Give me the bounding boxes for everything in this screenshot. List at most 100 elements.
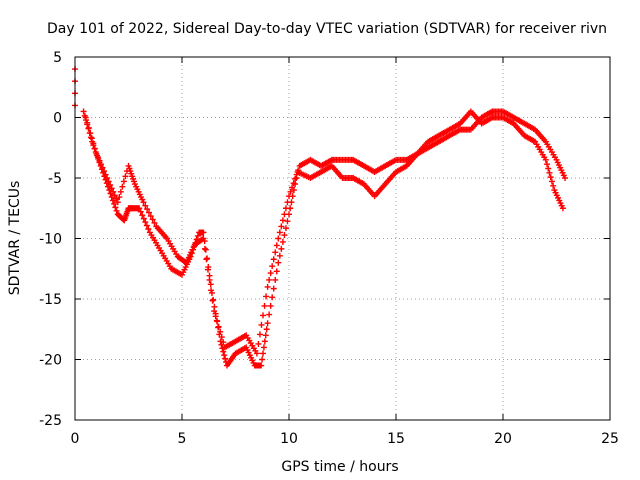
data-point [122,173,129,180]
data-point [107,181,114,188]
data-points [72,66,569,369]
data-point [137,208,144,215]
data-point [279,238,286,245]
data-point [140,199,147,206]
data-point [140,215,147,222]
grid-lines [75,57,610,420]
data-point [206,276,213,283]
axis-ticks: 0 5 10 15 20 25 -25 -20 -15 -10 -5 0 5 [39,50,619,447]
data-point [260,312,267,319]
data-point [194,232,201,239]
data-point [211,308,218,315]
data-point [260,344,267,351]
data-point [278,245,285,252]
y-tick-label: 0 [53,111,62,127]
data-point [85,124,92,131]
data-point [96,157,103,164]
data-point [113,207,120,214]
data-point [253,350,260,357]
data-point [87,130,94,137]
data-point [108,185,115,192]
data-point [84,119,91,126]
data-point [215,323,222,330]
data-point [119,183,126,190]
data-point [270,256,277,263]
data-point [286,193,292,200]
data-point [272,249,279,256]
y-tick-label: -10 [39,232,62,248]
data-point [101,168,108,175]
data-point [105,178,112,185]
data-point [292,175,299,182]
data-point [102,171,109,178]
x-tick-label: 25 [601,431,619,447]
data-point [284,199,291,206]
data-point [97,161,104,168]
data-point [289,184,296,191]
data-point [111,192,118,199]
data-point [217,328,224,335]
data-point [259,356,266,363]
data-point [269,263,276,270]
data-point [275,259,282,266]
data-point [145,225,152,232]
data-point [212,313,219,320]
data-point [112,204,119,211]
data-point [136,205,143,212]
data-point [144,206,151,213]
data-point [91,145,98,152]
data-point [108,194,115,201]
data-point [200,229,207,236]
data-point [218,334,225,341]
data-point [110,188,117,195]
data-point [207,281,214,288]
data-point [258,321,265,328]
data-point [82,114,89,121]
data-point [90,140,97,147]
chart-title: Day 101 of 2022, Sidereal Day-to-day VTE… [47,21,607,37]
data-point [295,167,302,174]
data-point [114,199,121,206]
data-point [276,252,283,259]
data-point [149,216,156,223]
data-point [261,302,268,309]
data-point [145,209,152,216]
data-point [111,200,118,207]
data-point [151,219,158,226]
y-tick-label: -25 [39,413,62,429]
data-point [276,229,283,236]
data-point [269,294,276,301]
data-point [559,205,566,212]
x-tick-label: 10 [280,431,298,447]
data-point [199,236,206,243]
data-point [217,338,224,345]
y-axis-label: SDTVAR / TECUs [7,181,23,296]
data-point [262,332,269,339]
data-point [203,256,210,263]
data-point [209,297,216,304]
data-point [270,285,277,292]
data-point [143,222,150,229]
data-point [275,235,282,242]
data-point [278,223,285,230]
y-tick-label: -20 [39,353,62,369]
data-point [113,195,120,202]
data-point [266,311,273,318]
data-point [120,178,127,185]
data-point [273,242,280,249]
y-tick-label: -15 [39,292,62,308]
data-point [293,171,300,178]
y-tick-label: -5 [48,171,62,187]
data-point [258,362,265,369]
x-tick-label: 20 [494,431,512,447]
data-point [267,270,274,277]
data-point [272,276,279,283]
data-point [281,232,288,239]
data-point [88,135,95,142]
data-point [93,150,100,157]
data-point [255,340,262,347]
data-point [80,108,87,115]
data-point [546,169,553,176]
data-point [208,287,215,294]
x-axis-label: GPS time / hours [281,459,398,475]
